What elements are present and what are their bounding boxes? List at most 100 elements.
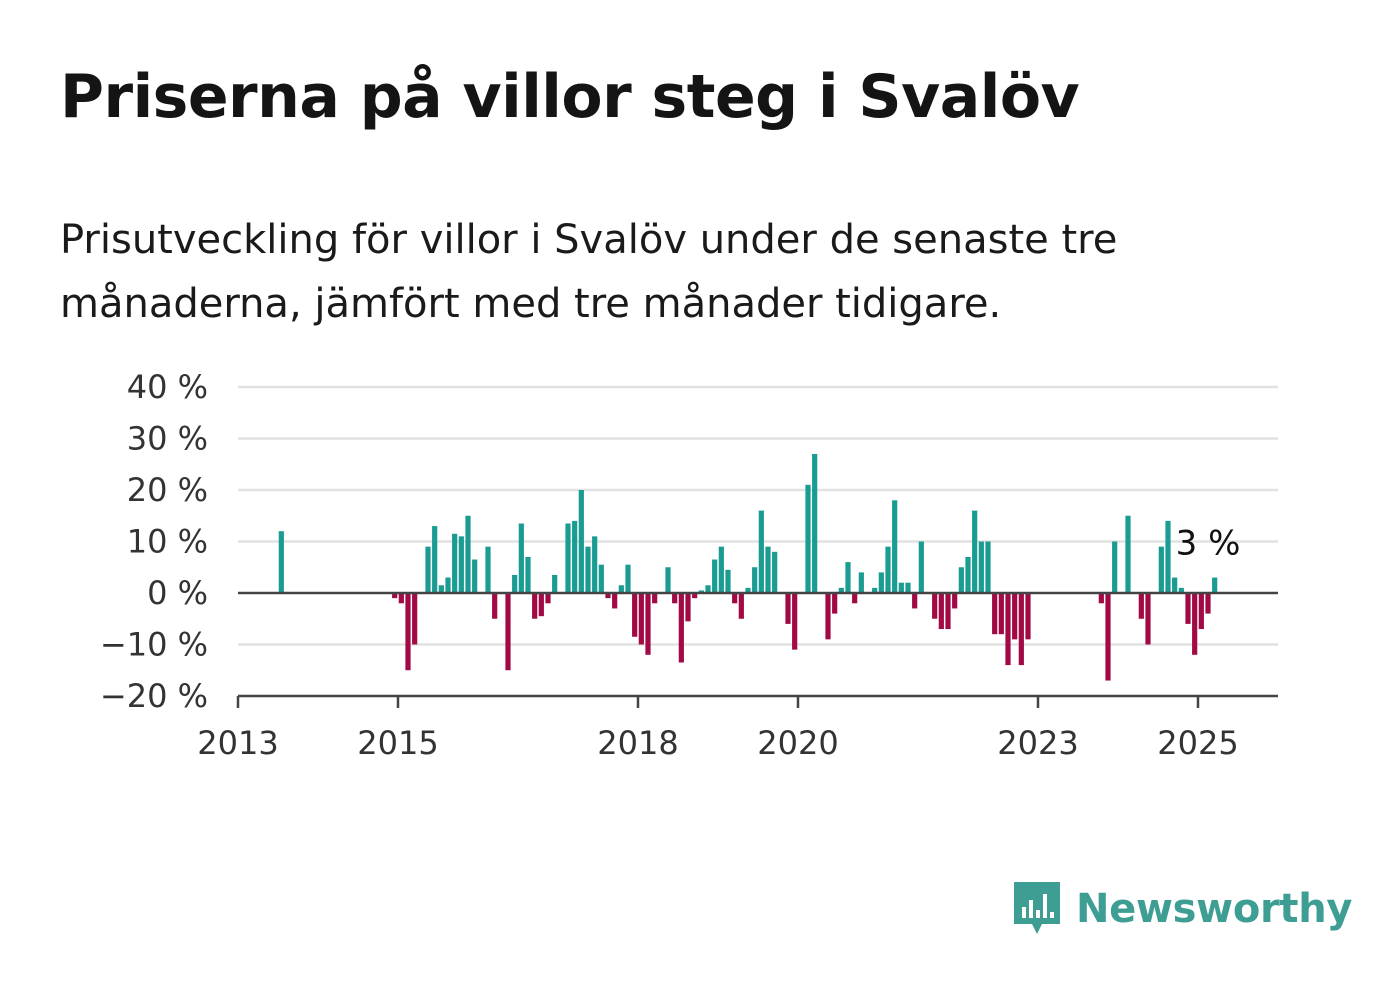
x-tick-label: 2015: [357, 724, 438, 762]
y-tick-label: 0 %: [147, 574, 208, 612]
bar: [1185, 593, 1191, 624]
bar: [1112, 541, 1118, 593]
bar: [992, 593, 998, 635]
bar: [838, 587, 844, 593]
bar: [665, 567, 671, 593]
newsworthy-chart-icon: [1014, 882, 1060, 934]
bar: [1005, 593, 1011, 666]
bar: [632, 593, 638, 637]
newsworthy-logo[interactable]: Newsworthy: [1010, 876, 1353, 942]
bar: [1205, 593, 1211, 614]
bar: [638, 593, 644, 645]
bar: [1172, 577, 1178, 593]
bar: [898, 582, 904, 593]
bar: [765, 546, 771, 593]
latest-value-label: 3 %: [1176, 524, 1241, 564]
bar: [965, 556, 971, 593]
bar: [532, 593, 538, 619]
bar: [485, 546, 491, 593]
bar: [412, 593, 418, 645]
bar: [758, 510, 764, 593]
bar: [1145, 593, 1151, 645]
bar: [698, 590, 704, 593]
bar: [938, 593, 944, 630]
bar: [492, 593, 498, 619]
brand-name: Newsworthy: [1076, 886, 1353, 932]
bar: [572, 520, 578, 593]
bar: [998, 593, 1004, 635]
bar: [425, 546, 431, 593]
bar: [692, 593, 698, 599]
bar: [438, 585, 444, 593]
bar: [1178, 587, 1184, 593]
bar: [712, 559, 718, 593]
axes: [236, 591, 1278, 708]
bar: [505, 593, 511, 671]
bar: [598, 564, 604, 593]
bar: [752, 567, 758, 593]
bar: [625, 564, 631, 593]
bar: [465, 515, 471, 593]
x-tick-label: 2023: [997, 724, 1078, 762]
bar: [672, 593, 678, 604]
bar: [832, 593, 838, 614]
bar: [685, 593, 691, 622]
bar-chart: 40 % 30 % 20 % 10 % 0 % −10 % −20 % 2013 2015 201…: [100, 368, 1278, 762]
bar: [718, 546, 724, 593]
bar: [645, 593, 651, 655]
bar: [1012, 593, 1018, 640]
bar: [398, 593, 404, 604]
gridlines: [238, 385, 1278, 646]
bar: [858, 572, 864, 593]
bar: [1125, 515, 1131, 593]
bar: [732, 593, 738, 604]
bar: [852, 593, 858, 604]
bar: [772, 551, 778, 593]
y-tick-label: 40 %: [127, 368, 208, 406]
bar: [432, 526, 438, 593]
bar: [1165, 520, 1171, 593]
bar: [565, 523, 571, 593]
bar: [738, 593, 744, 619]
bar: [472, 559, 478, 593]
bar: [518, 523, 524, 593]
x-tick-label: 2020: [757, 724, 838, 762]
x-tick-label: 2013: [197, 724, 278, 762]
bar: [745, 587, 751, 593]
bar: [525, 556, 531, 593]
bar: [912, 593, 918, 609]
chart-title: Priserna på villor steg i Svalöv: [60, 62, 1080, 132]
bar: [592, 536, 598, 593]
bar: [618, 585, 624, 593]
bar: [812, 453, 818, 593]
bar: [612, 593, 618, 609]
bar: [872, 587, 878, 593]
bar: [978, 541, 984, 593]
bar: [918, 541, 924, 593]
bar: [1018, 593, 1024, 666]
bar: [652, 593, 658, 604]
bar: [952, 593, 958, 609]
y-tick-label: 30 %: [127, 420, 208, 458]
bar: [678, 593, 684, 663]
x-tick-label: 2025: [1157, 724, 1238, 762]
bar: [545, 593, 551, 604]
bar: [458, 536, 464, 593]
y-tick-label: −20 %: [100, 677, 208, 715]
bar: [392, 593, 398, 599]
bar: [958, 567, 964, 593]
bar: [512, 574, 518, 593]
bar: [578, 490, 584, 593]
bar: [1158, 546, 1164, 593]
bar: [825, 593, 831, 640]
bar: [785, 593, 791, 624]
bar: [845, 562, 851, 593]
bar: [405, 593, 411, 671]
bar: [1098, 593, 1104, 604]
bar: [805, 484, 811, 593]
bar: [1212, 577, 1218, 593]
bar: [585, 546, 591, 593]
bar: [792, 593, 798, 650]
bar: [885, 546, 891, 593]
bar: [1025, 593, 1031, 640]
